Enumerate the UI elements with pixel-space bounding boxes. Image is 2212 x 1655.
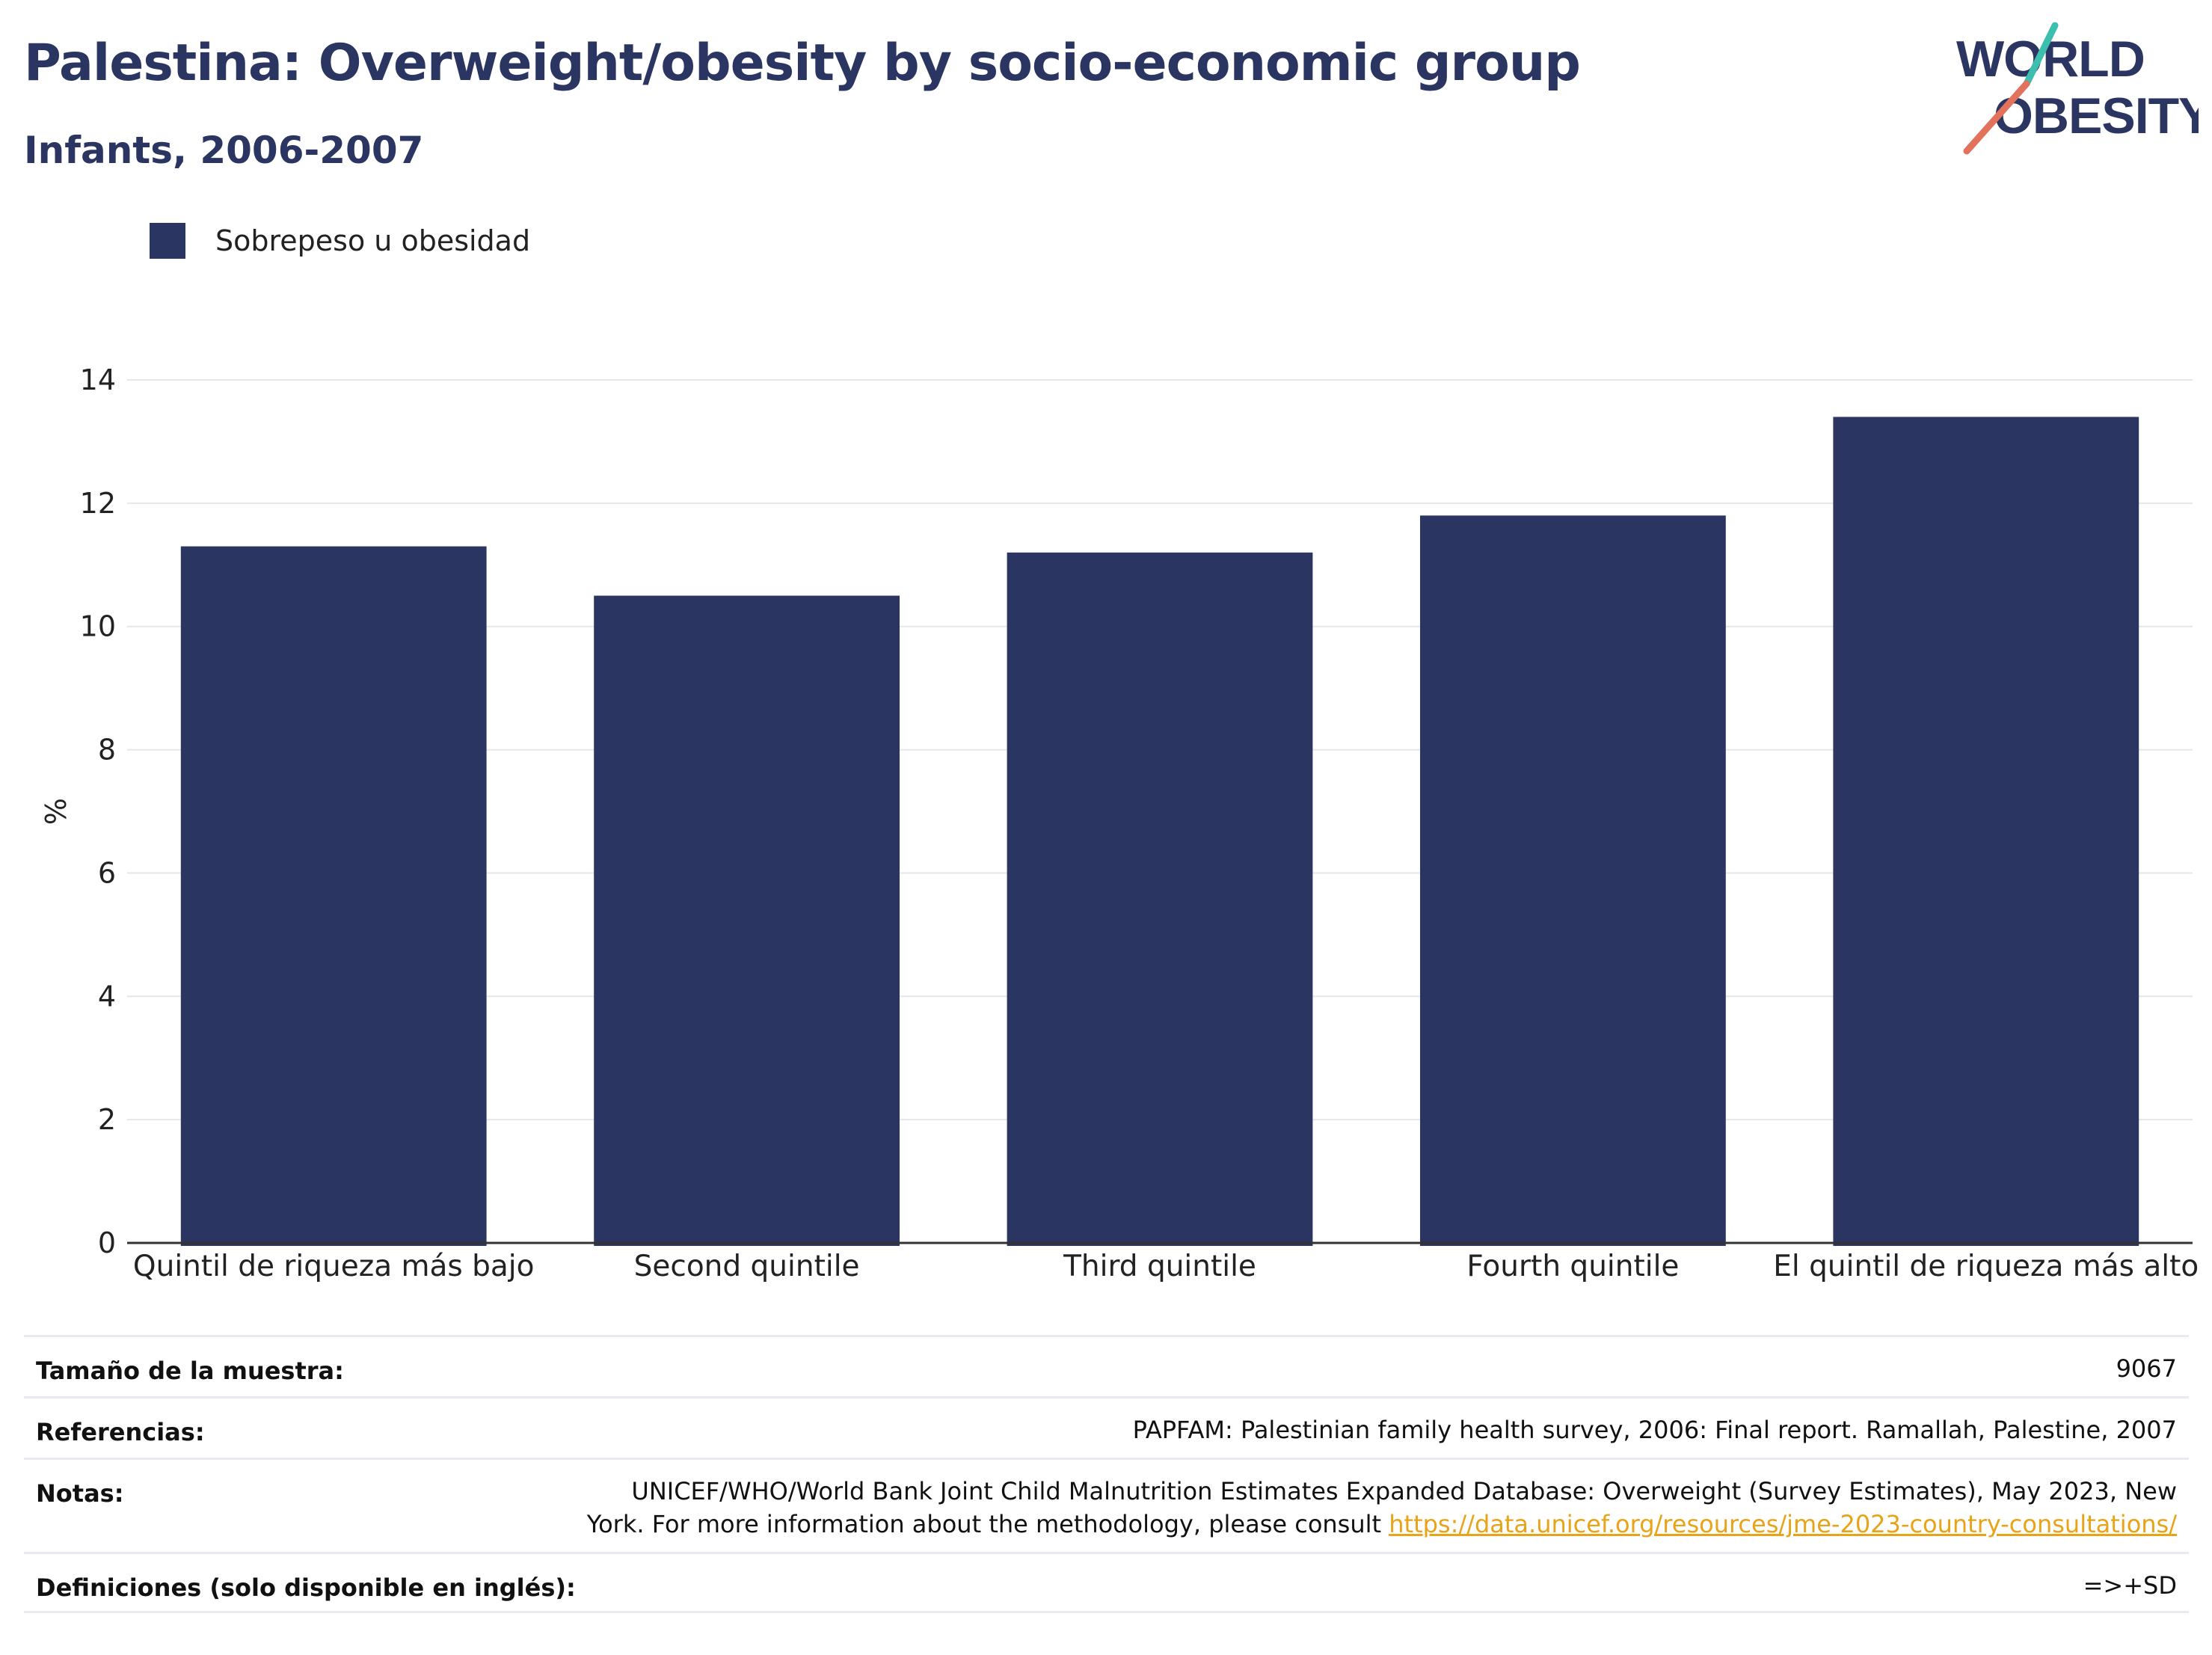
bar [1833,417,2139,1246]
chart-title: Palestina: Overweight/obesity by socio-e… [24,34,1581,93]
y-tick-label: 2 [98,1103,116,1136]
y-tick-label: 10 [80,610,116,643]
x-tick-label: Third quintile [1063,1250,1256,1283]
x-tick-label: Fourth quintile [1466,1250,1679,1283]
sample-size-value: 9067 [2116,1354,2177,1383]
x-tick-label: Quintil de riqueza más bajo [133,1250,535,1283]
notes-link[interactable]: https://data.unicef.org/resources/jme-20… [1389,1510,2177,1538]
info-table: Tamaño de la muestra: 9067 Referencias: … [24,1335,2189,1613]
bar [1007,552,1313,1246]
references-value: PAPFAM: Palestinian family health survey… [1132,1416,2177,1444]
bar [1420,515,1726,1246]
y-tick-label: 12 [80,487,116,520]
notes-line-2: York. For more information about the met… [586,1510,1382,1538]
info-row-references: Referencias: PAPFAM: Palestinian family … [24,1396,2189,1458]
chart-legend[interactable]: Sobrepeso u obesidad [150,223,530,259]
legend-swatch [150,223,185,259]
logo-slash-teal [2023,22,2059,87]
chart-subtitle: Infants, 2006-2007 [24,129,424,172]
legend-label: Sobrepeso u obesidad [215,224,531,257]
logo-line-2: OBESITY [1994,87,2199,144]
bar [180,546,487,1246]
bar [594,595,900,1246]
sample-size-label: Tamaño de la muestra: [36,1357,344,1385]
x-tick-label: Second quintile [634,1250,860,1283]
info-row-sample-size: Tamaño de la muestra: 9067 [24,1335,2189,1396]
y-tick-label: 8 [98,734,116,767]
references-label: Referencias: [36,1418,205,1446]
notes-value: UNICEF/WHO/World Bank Joint Child Malnut… [587,1460,2177,1541]
notes-label: Notas: [36,1479,124,1508]
y-tick-label: 6 [98,856,116,889]
y-axis-label: % [38,798,71,825]
bars [180,417,2139,1246]
definitions-label: Definiciones (solo disponible en inglés)… [36,1573,576,1602]
notes-line-1: UNICEF/WHO/World Bank Joint Child Malnut… [631,1477,2177,1505]
logo-slash-red [1963,80,2030,155]
bar-chart: 0 2 4 6 8 10 12 14 Quintil de riqueza más bajo S… [38,363,2199,1283]
y-tick-label: 0 [98,1226,116,1259]
definitions-value: =>+SD [2083,1571,2177,1600]
world-obesity-logo: WORLD OBESITY [1956,22,2199,155]
x-tick-label: El quintil de riqueza más alto [1773,1250,2199,1283]
info-row-notes: Notas: UNICEF/WHO/World Bank Joint Child… [24,1458,2189,1552]
x-tick-labels: Quintil de riqueza más bajo Second quinti… [133,1250,2199,1283]
y-tick-labels: 0 2 4 6 8 10 12 14 [80,363,116,1259]
y-tick-label: 4 [98,980,116,1013]
y-tick-label: 14 [80,363,116,396]
info-row-definitions: Definiciones (solo disponible en inglés)… [24,1552,2189,1613]
